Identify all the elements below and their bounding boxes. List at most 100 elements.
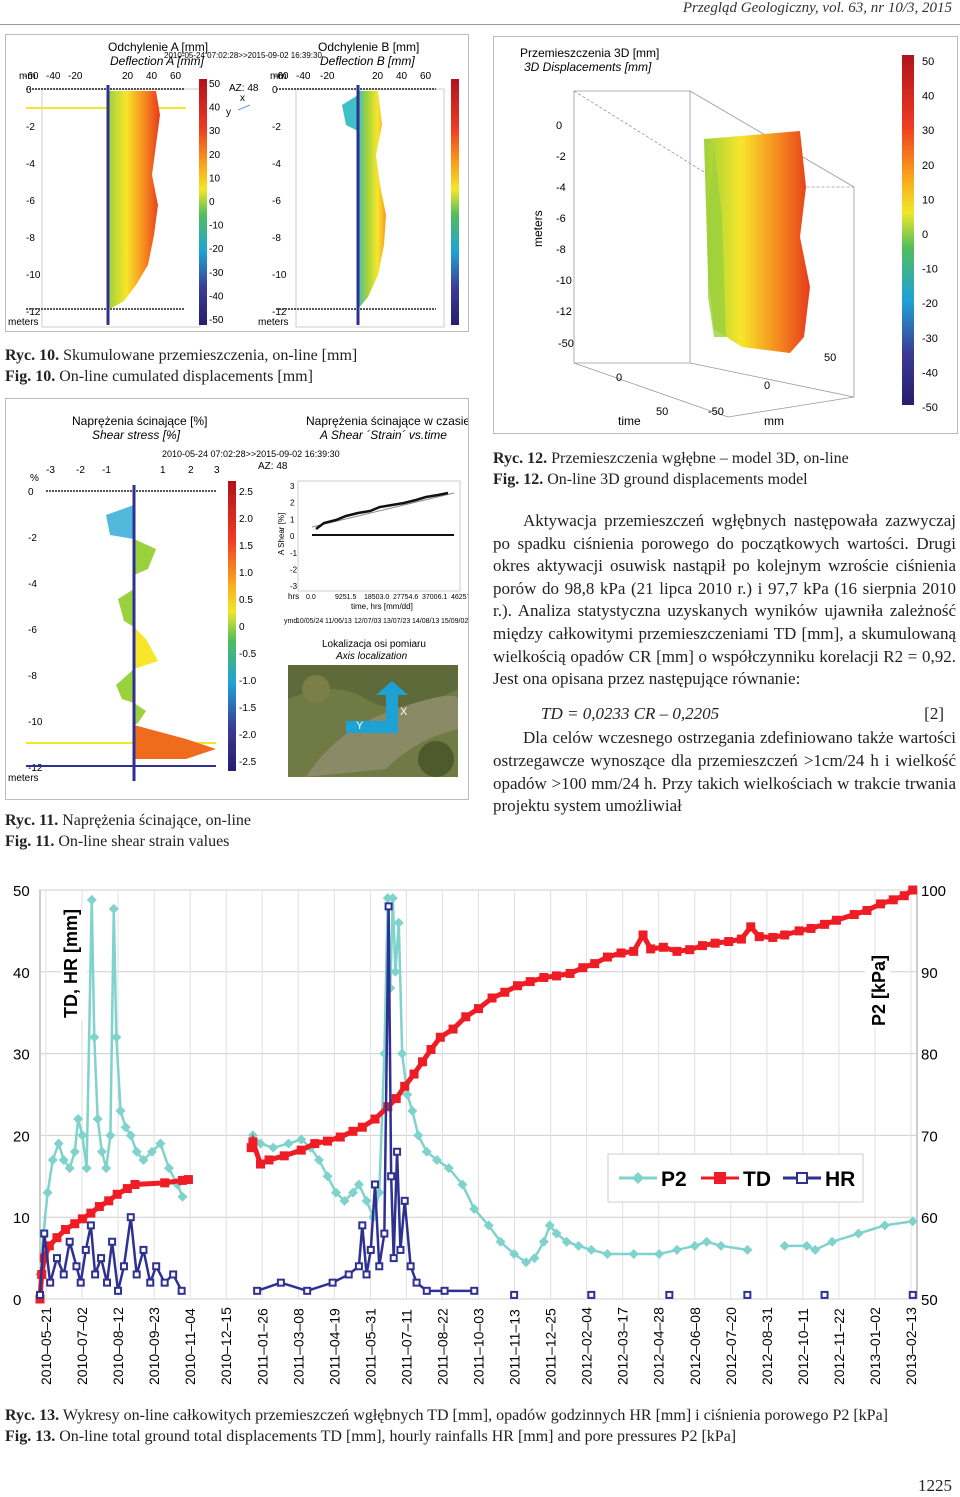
fig10-cbar-a-tick: 30 — [209, 126, 221, 137]
fig11-a-xtick: -1 — [102, 465, 111, 476]
fig11-a-ytick: -8 — [28, 671, 37, 682]
fig11-azimuth: AZ: 48 — [258, 461, 288, 472]
fig13-point-p2 — [907, 1216, 918, 1227]
fig13-point-p2 — [628, 1249, 639, 1260]
fig13-point-p2 — [431, 1154, 442, 1165]
fig13-point-hr — [328, 1278, 337, 1287]
fig13-point-td — [710, 938, 720, 948]
fig11-ts-line — [315, 491, 449, 530]
fig13-point-td — [672, 946, 682, 956]
fig12-caption-pl-num: Ryc. 12. — [493, 450, 548, 467]
fig10-colorbar-b — [451, 79, 459, 325]
fig13-point-td — [806, 923, 816, 933]
fig11-ts-xtick: 0.0 — [306, 594, 316, 601]
fig13-point-p2 — [779, 1240, 790, 1251]
fig10-cbar-a-tick: -30 — [209, 268, 224, 279]
fig13-point-td — [780, 930, 790, 940]
fig13-point-hr — [108, 1237, 117, 1246]
fig13-ytick: 0 — [13, 1292, 21, 1309]
fig13-point-td — [383, 1102, 393, 1112]
fig13-point-td — [279, 1151, 289, 1161]
fig13-ytick: 10 — [13, 1210, 30, 1227]
fig13-ytick: 30 — [13, 1047, 30, 1064]
fig12-mm-tick: 0 — [764, 380, 770, 392]
fig11-a-ytick: -6 — [28, 625, 37, 636]
fig13-y2label: P2 [kPa] — [869, 955, 889, 1026]
fig11-ts-xtick: 9251.5 — [335, 594, 357, 601]
fig13-point-p2 — [255, 1138, 266, 1149]
fig13-point-td — [487, 993, 497, 1003]
fig11-ts-xtick: 46257.6 — [451, 594, 468, 601]
fig11-a-ytick: -4 — [28, 579, 37, 590]
fig11-ts-xtick: 37006.1 — [422, 594, 447, 601]
fig13-point-p2 — [413, 1130, 424, 1141]
equation: TD = 0,0233 CR – 0,2205 — [541, 703, 720, 723]
fig10-b-subtitle: Deflection B [mm] — [320, 54, 415, 68]
fig10-a-ytick: -10 — [26, 270, 41, 281]
fig13-point-hr — [97, 1254, 106, 1263]
body-text: Aktywacja przemieszczeń wgłębnych następ… — [493, 510, 956, 818]
fig12-cbar-tick: -50 — [922, 402, 938, 414]
fig11-shear-peak — [134, 725, 216, 759]
fig10-a-xtick: 60 — [170, 71, 182, 82]
fig13-point-td — [86, 1208, 96, 1218]
fig10-b-ytick: 0 — [272, 85, 278, 96]
fig13-point-p2 — [421, 1146, 432, 1157]
fig12-colorbar — [902, 55, 914, 405]
fig13-point-hr — [86, 1221, 95, 1230]
fig13-xtick: 2010–08–12 — [110, 1307, 126, 1385]
fig12-mm-tick: 50 — [824, 352, 836, 364]
fig10-a-profile — [108, 91, 160, 309]
fig10-cbar-a-tick: 50 — [209, 79, 221, 90]
fig13-point-td — [323, 1136, 333, 1146]
fig11-ts-ytick: -1 — [290, 549, 298, 558]
fig13-ytick: 50 — [13, 883, 30, 900]
fig11-cbar-tick: 0.5 — [239, 595, 253, 606]
fig10-b-ytick: -8 — [272, 233, 281, 244]
fig12-title: Przemieszczenia 3D [mm] — [520, 46, 659, 60]
fig11-a-ytick: -2 — [28, 533, 37, 544]
fig10-a-xtick: -60 — [24, 71, 39, 82]
fig13-point-p2 — [89, 1032, 100, 1043]
fig13-point-hr — [303, 1286, 312, 1295]
fig13-point-p2 — [58, 1154, 69, 1165]
fig11-a-xtick: -2 — [76, 465, 85, 476]
fig10-unit-mm: mm — [19, 71, 36, 82]
fig10-panel: Odchylenie A [mm] Deflection A [mm] 2010… — [5, 34, 469, 332]
fig13-point-td — [899, 891, 909, 901]
fig13-point-td — [160, 1178, 170, 1188]
fig13-point-hr — [91, 1270, 100, 1279]
fig13-point-hr — [59, 1270, 68, 1279]
fig10-a-ytick: -2 — [26, 122, 35, 133]
fig10-cbar-a-tick: 20 — [209, 150, 221, 161]
fig10-unit-m: meters — [8, 317, 39, 328]
fig10-colorbar-a — [199, 79, 207, 325]
fig13-point-p2 — [509, 1249, 520, 1260]
fig13-point-td — [77, 1214, 87, 1224]
fig13-point-td — [724, 937, 734, 947]
fig13-xtick: 2012–11–22 — [831, 1308, 847, 1385]
fig11-unit-pct: % — [30, 473, 39, 484]
fig13-point-p2 — [397, 1048, 408, 1059]
fig13-svg: 0 10 20 30 40 50 50 60 70 80 90 100 2010–05–21 2010… — [5, 870, 955, 1400]
fig11-caption: Ryc. 11. Naprężenia ścinające, on-line F… — [5, 810, 475, 852]
fig13-point-hr — [389, 1254, 398, 1263]
fig11-loc-arrow — [346, 681, 408, 733]
fig12-mm-label: mm — [764, 414, 784, 428]
fig13-legend-label: P2 — [661, 1168, 687, 1191]
fig12-z-label: meters — [531, 210, 545, 247]
fig10-date-range: 2010-05-24 07:02:28>>2015-09-02 16:39:30 — [164, 51, 322, 60]
fig12-cbar-tick: -20 — [922, 298, 938, 310]
fig13-point-p2 — [495, 1236, 506, 1247]
fig13-point-td — [112, 1189, 122, 1199]
fig13-point-hr — [375, 1262, 384, 1271]
fig10-compass-line — [237, 104, 251, 111]
fig13-point-p2 — [73, 1114, 84, 1125]
fig13-point-p2 — [177, 1191, 188, 1202]
fig13-legend-label: TD — [743, 1168, 771, 1191]
fig10-a-ytick: -12 — [26, 307, 41, 318]
fig10-cbar-a-tick: 40 — [209, 103, 221, 114]
fig13-point-p2 — [586, 1244, 597, 1255]
fig11-ts-ymd-tick: 14/08/13 — [412, 618, 439, 625]
fig12-cbar-tick: 0 — [922, 229, 928, 241]
